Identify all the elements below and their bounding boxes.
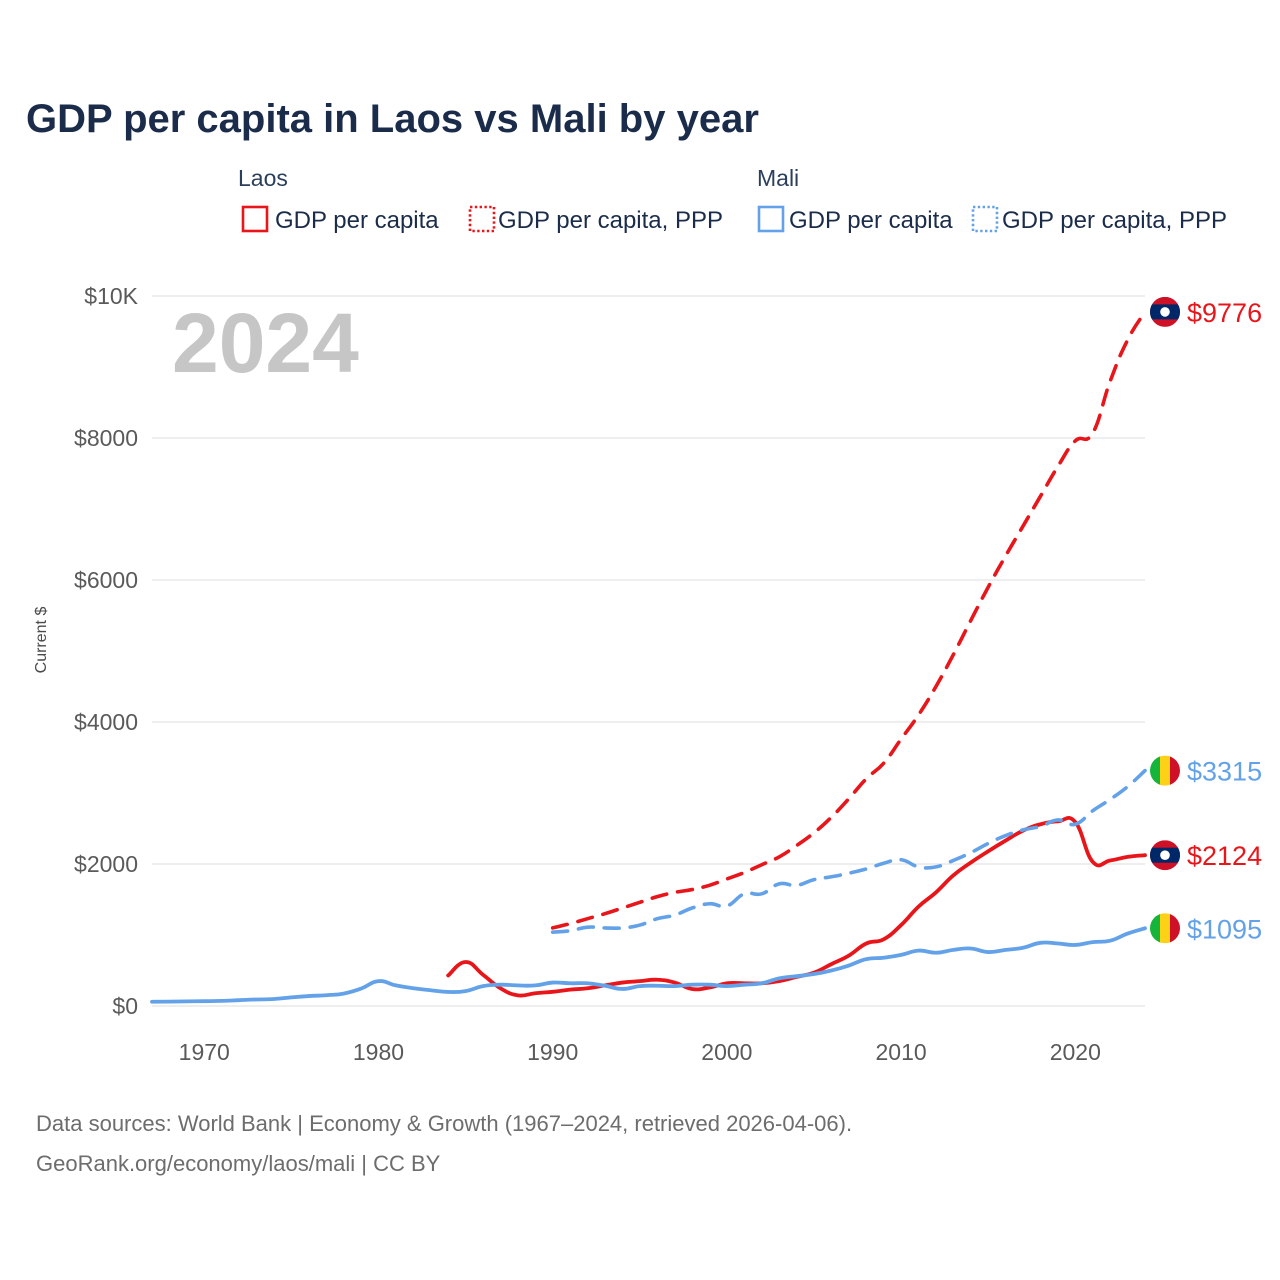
y-tick-label: $8000 (74, 425, 138, 451)
y-tick-label: $4000 (74, 709, 138, 735)
chart-series-lines (150, 310, 1147, 1004)
x-tick-label: 1970 (179, 1039, 230, 1065)
legend-swatch-dotted-icon (971, 205, 999, 233)
x-tick-label: 2020 (1050, 1039, 1101, 1065)
series-line-mali-gdp-per-capita (150, 926, 1147, 1004)
endpoint-value-label: $9776 (1187, 298, 1262, 328)
chart-endpoint-markers: $9776 $3315 $2124 $1095 (1150, 296, 1262, 944)
y-tick-label: $10K (84, 283, 138, 309)
legend-swatch-solid-icon (241, 205, 269, 233)
endpoint-value-label: $2124 (1187, 841, 1262, 871)
legend-swatch-dotted-icon (468, 205, 496, 233)
x-tick-label: 2000 (701, 1039, 752, 1065)
laos-flag-icon (1150, 840, 1180, 871)
legend-item-label: GDP per capita (275, 207, 439, 234)
watermark-year: 2024 (172, 296, 359, 390)
y-tick-label: $0 (112, 993, 138, 1019)
legend-item-mali-gdp-ppp[interactable]: GDP per capita, PPP (971, 205, 1227, 234)
legend-swatch-solid-icon (757, 205, 785, 233)
legend-group-label-mali: Mali (757, 165, 799, 191)
footer-attribution: GeoRank.org/economy/laos/mali | CC BY (36, 1151, 441, 1176)
mali-flag-icon (1150, 913, 1180, 944)
legend-item-label: GDP per capita, PPP (1002, 207, 1227, 234)
legend-item-mali-gdp[interactable]: GDP per capita (757, 205, 953, 234)
x-axis-tick-labels: 1970 1980 1990 2000 2010 2020 (179, 1039, 1101, 1065)
x-tick-label: 1990 (527, 1039, 578, 1065)
legend-item-label: GDP per capita, PPP (498, 207, 723, 234)
x-tick-label: 2010 (876, 1039, 927, 1065)
legend-group-label-laos: Laos (238, 165, 288, 191)
laos-flag-icon (1150, 296, 1180, 327)
legend-item-laos-gdp-ppp[interactable]: GDP per capita, PPP (468, 205, 723, 234)
footer-data-sources: Data sources: World Bank | Economy & Gro… (36, 1111, 852, 1136)
y-axis-title: Current $ (33, 607, 50, 674)
endpoint-value-label: $3315 (1187, 757, 1262, 787)
x-tick-label: 1980 (353, 1039, 404, 1065)
legend-item-label: GDP per capita (789, 207, 953, 234)
series-line-mali-gdp-per-capita-ppp (550, 768, 1147, 934)
chart-gridlines (152, 295, 1145, 1007)
legend-item-laos-gdp[interactable]: GDP per capita (241, 205, 439, 234)
y-axis-tick-labels: $0 $2000 $4000 $6000 $8000 $10K (74, 283, 139, 1019)
page-title: GDP per capita in Laos vs Mali by year (26, 97, 759, 141)
chart-legend: Laos Mali GDP per capita GDP per capita,… (238, 165, 1227, 234)
endpoint-value-label: $1095 (1187, 914, 1262, 944)
y-tick-label: $2000 (74, 851, 138, 877)
series-line-laos-gdp-per-capita-ppp (550, 310, 1147, 930)
mali-flag-icon (1150, 755, 1180, 786)
y-tick-label: $6000 (74, 567, 138, 593)
